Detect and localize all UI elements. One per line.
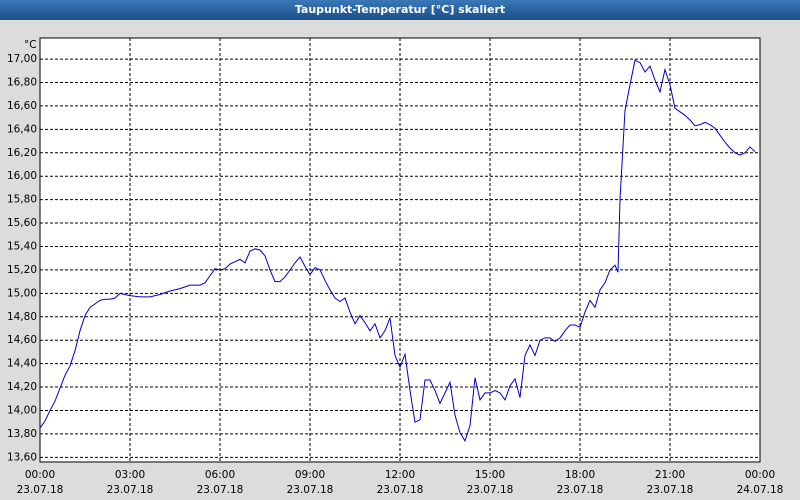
y-tick-label: 16,00: [7, 170, 37, 182]
y-tick-label: 15,20: [7, 264, 37, 276]
data-line: [39, 59, 756, 443]
x-tick-label: 03:00: [115, 469, 145, 481]
y-tick-label: 15,80: [7, 194, 37, 206]
title-bar: [0, 0, 800, 20]
x-tick-label: 00:00: [25, 469, 55, 481]
y-tick-label: 16,20: [7, 147, 37, 159]
y-tick-label: 16,80: [7, 77, 37, 89]
y-tick-label: 14,40: [7, 358, 37, 370]
y-tick-label: 15,60: [7, 217, 37, 229]
y-tick-label: 13,60: [7, 451, 37, 463]
x-tick-date: 24.07.18: [737, 484, 784, 496]
x-tick-date: 23.07.18: [377, 484, 424, 496]
y-tick-label: 14,60: [7, 334, 37, 346]
y-tick-label: 16,60: [7, 100, 37, 112]
x-tick-date: 23.07.18: [107, 484, 154, 496]
x-tick-date: 23.07.18: [467, 484, 514, 496]
x-tick-label: 00:00: [745, 469, 775, 481]
x-tick-label: 15:00: [475, 469, 505, 481]
x-tick-date: 23.07.18: [647, 484, 694, 496]
x-tick-date: 23.07.18: [17, 484, 64, 496]
x-tick-date: 23.07.18: [287, 484, 334, 496]
y-tick-label: 16,40: [7, 123, 37, 135]
y-tick-label: 14,80: [7, 311, 37, 323]
y-tick-label: 14,00: [7, 404, 37, 416]
y-tick-label: 13,80: [7, 428, 37, 440]
x-tick-label: 21:00: [655, 469, 685, 481]
y-tick-label: 17,00: [7, 53, 37, 65]
x-tick-date: 23.07.18: [557, 484, 604, 496]
x-tick-label: 12:00: [385, 469, 415, 481]
y-tick-label: 15,00: [7, 287, 37, 299]
y-tick-label: 15,40: [7, 240, 37, 252]
x-tick-date: 23.07.18: [197, 484, 244, 496]
x-tick-label: 09:00: [295, 469, 325, 481]
chart-title: Taupunkt-Temperatur [°C] skaliert: [295, 3, 505, 16]
y-unit: °C: [24, 39, 37, 51]
x-tick-label: 06:00: [205, 469, 235, 481]
y-tick-label: 14,20: [7, 381, 37, 393]
x-tick-label: 18:00: [565, 469, 595, 481]
